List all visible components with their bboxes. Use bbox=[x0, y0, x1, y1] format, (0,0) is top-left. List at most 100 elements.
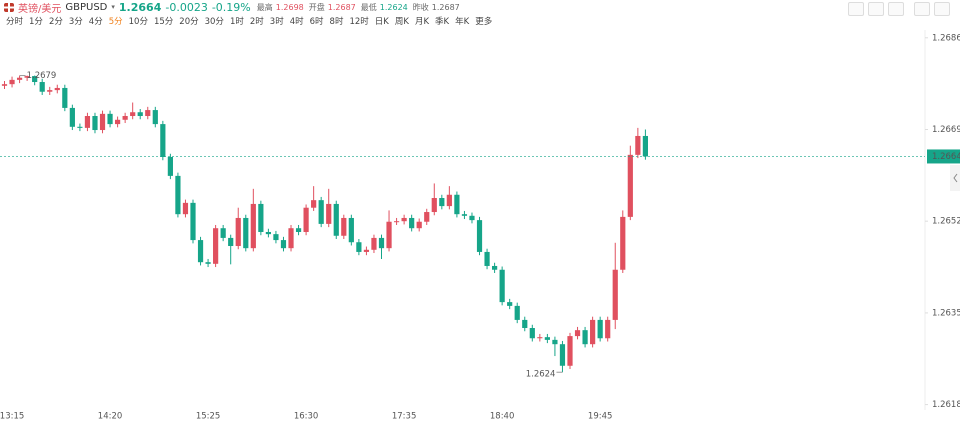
candle-body bbox=[454, 194, 460, 215]
candle-body bbox=[567, 336, 573, 366]
x-tick-label: 15:25 bbox=[196, 412, 221, 422]
candle-body bbox=[1, 84, 8, 86]
candle-body bbox=[552, 339, 558, 345]
candle-body bbox=[424, 212, 430, 222]
candle-body bbox=[137, 112, 143, 117]
candle-body bbox=[39, 82, 45, 92]
price: 1.2664 bbox=[118, 0, 162, 14]
collapse-tab[interactable] bbox=[950, 165, 960, 191]
candle-body bbox=[32, 76, 38, 83]
candle-body bbox=[92, 116, 98, 131]
timeframe[interactable]: 1分 bbox=[29, 17, 43, 27]
candle-body bbox=[529, 328, 535, 339]
tool-button[interactable] bbox=[888, 2, 904, 16]
candle-body bbox=[597, 319, 603, 339]
candle-body bbox=[484, 251, 490, 266]
timeframe[interactable]: 20分 bbox=[179, 17, 199, 27]
y-tick-label: 1.2669 bbox=[932, 125, 960, 135]
candle-body bbox=[476, 220, 483, 252]
timeframe[interactable]: 2分 bbox=[48, 17, 63, 27]
timeframe[interactable]: 15分 bbox=[153, 17, 174, 27]
timeframe[interactable]: 30分 bbox=[204, 17, 224, 27]
timeframe[interactable]: 12时 bbox=[349, 17, 369, 27]
stat-label: 昨收 bbox=[412, 2, 429, 12]
timeframe[interactable]: 4分 bbox=[88, 17, 103, 27]
timeframe[interactable]: 3时 bbox=[269, 17, 284, 27]
candle-body bbox=[318, 200, 324, 224]
dropdown-arrow[interactable]: ▾ bbox=[111, 3, 115, 11]
flag-icon bbox=[4, 2, 14, 12]
timeframe[interactable]: 月K bbox=[414, 17, 430, 27]
x-tick-label: 13:15 bbox=[0, 412, 24, 422]
candle-body bbox=[273, 234, 279, 241]
tool-button[interactable] bbox=[868, 2, 884, 16]
x-tick-label: 18:40 bbox=[490, 412, 515, 422]
candle-body bbox=[190, 202, 196, 241]
candle-body bbox=[160, 124, 166, 158]
tool-button[interactable] bbox=[934, 2, 950, 16]
timeframe[interactable]: 5分 bbox=[108, 17, 123, 27]
high-label: 1.2679 bbox=[27, 71, 57, 81]
candle-body bbox=[145, 110, 151, 117]
candle-body bbox=[326, 203, 332, 224]
low-label: 1.2624 bbox=[526, 370, 556, 380]
candle-body bbox=[409, 217, 415, 229]
timeframe[interactable]: 8时 bbox=[329, 17, 344, 27]
candle-body bbox=[115, 119, 121, 125]
tool-button[interactable] bbox=[914, 2, 930, 16]
timeframe[interactable]: 周K bbox=[394, 17, 409, 27]
candle-body bbox=[461, 214, 468, 216]
timeframe[interactable]: 1时 bbox=[229, 17, 244, 27]
timeframe[interactable]: 日K bbox=[374, 17, 389, 27]
candle-body bbox=[514, 305, 520, 320]
candle-body bbox=[77, 126, 83, 128]
symbol-code[interactable]: GBPUSD bbox=[65, 1, 108, 13]
y-tick-label: 1.2686 bbox=[932, 33, 960, 43]
tool-button[interactable] bbox=[848, 2, 864, 16]
candle-body bbox=[288, 228, 294, 249]
candle-body bbox=[544, 337, 550, 340]
candle-body bbox=[559, 344, 566, 366]
candle-body bbox=[175, 175, 181, 215]
stat-label: 最高 bbox=[256, 2, 273, 12]
candle-body bbox=[182, 202, 189, 215]
x-tick-label: 16:30 bbox=[294, 412, 319, 422]
timeframe[interactable]: 季K bbox=[435, 17, 450, 27]
timeframe[interactable]: 10分 bbox=[128, 17, 148, 27]
y-tick-label: 1.2618 bbox=[932, 400, 960, 410]
timeframe[interactable]: 3分 bbox=[68, 17, 83, 27]
stat-value: 1.2687 bbox=[431, 2, 460, 12]
timeframe[interactable]: 6时 bbox=[309, 17, 324, 27]
timeframe[interactable]: 4时 bbox=[289, 17, 304, 27]
candle-body bbox=[446, 194, 452, 207]
candle-body bbox=[401, 217, 407, 222]
candle-body bbox=[295, 228, 302, 232]
candle-body bbox=[258, 203, 264, 232]
candle-body bbox=[220, 228, 226, 238]
candle-body bbox=[612, 269, 618, 320]
candle-body bbox=[205, 262, 211, 264]
symbol-name[interactable]: 英镑/美元 bbox=[18, 3, 62, 15]
candle-body bbox=[99, 113, 106, 131]
timeframe[interactable]: 分时 bbox=[6, 17, 24, 27]
candle-body bbox=[228, 237, 234, 247]
candle-body bbox=[582, 330, 588, 345]
timeframe[interactable]: 年K bbox=[455, 17, 470, 27]
y-tick-label: 1.2652 bbox=[932, 217, 960, 227]
stat-value: 1.2624 bbox=[379, 2, 408, 12]
change-pct: -0.19% bbox=[211, 0, 251, 14]
candle-body bbox=[167, 157, 173, 176]
stat-value: 1.2698 bbox=[275, 2, 304, 12]
timeframe[interactable]: 2时 bbox=[249, 17, 264, 27]
candle-body bbox=[356, 242, 362, 252]
x-tick-label: 19:45 bbox=[588, 412, 613, 422]
candle-body bbox=[341, 217, 347, 236]
stat-value: 1.2687 bbox=[327, 2, 356, 12]
timeframe[interactable]: 更多 bbox=[475, 17, 493, 27]
candle-body bbox=[492, 265, 498, 270]
candle-body bbox=[250, 203, 256, 249]
candle-body bbox=[469, 215, 475, 221]
candle-body bbox=[311, 200, 317, 208]
